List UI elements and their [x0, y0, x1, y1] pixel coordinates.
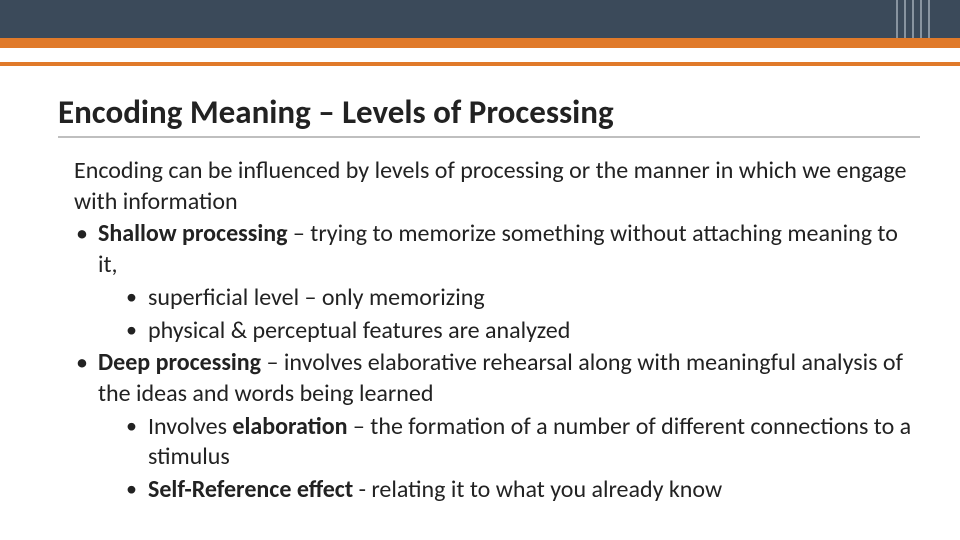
intro-text: Encoding can be influenced by levels of …	[74, 156, 920, 217]
header-vertical-lines	[896, 0, 930, 38]
sub-bullet-item: Involves elaboration – the formation of …	[126, 412, 920, 473]
content: Encoding Meaning – Levels of Processing …	[58, 92, 920, 506]
sub-bullet-item: Self-Reference effect - relating it to w…	[126, 475, 920, 506]
sub-bullet-bold: Self-Reference effect	[148, 475, 353, 504]
sub-bullet-text: superficial level – only memorizing	[148, 283, 485, 312]
bullet-bold: Shallow processing	[98, 219, 287, 248]
sub-bullet-rest: - relating it to what you already know	[353, 475, 722, 504]
bullet-item: Shallow processing – trying to memorize …	[74, 219, 920, 346]
header-bar-orange-thick	[0, 38, 960, 48]
bullet-bold: Deep processing	[98, 348, 261, 377]
header-bar-dark	[0, 0, 960, 38]
header-bar	[0, 0, 960, 38]
bullet-list: Shallow processing – trying to memorize …	[74, 219, 920, 505]
slide: Encoding Meaning – Levels of Processing …	[0, 0, 960, 540]
slide-title: Encoding Meaning – Levels of Processing	[58, 92, 920, 138]
sub-bullet-text: physical & perceptual features are analy…	[148, 316, 570, 345]
header-bar-orange-thin	[0, 62, 960, 66]
sub-bullet-list: Involves elaboration – the formation of …	[98, 412, 920, 506]
sub-bullet-bold: elaboration	[232, 412, 347, 441]
sub-bullet-pre: Involves	[148, 412, 232, 441]
bullet-item: Deep processing – involves elaborative r…	[74, 348, 920, 506]
slide-body: Encoding can be influenced by levels of …	[58, 156, 920, 506]
sub-bullet-item: physical & perceptual features are analy…	[126, 316, 920, 347]
sub-bullet-list: superficial level – only memorizing phys…	[98, 283, 920, 346]
sub-bullet-item: superficial level – only memorizing	[126, 283, 920, 314]
